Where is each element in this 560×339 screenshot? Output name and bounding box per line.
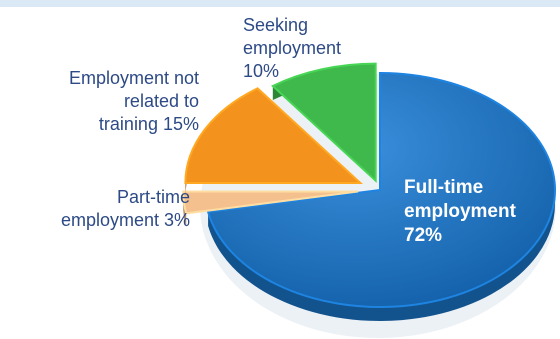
- label-line: employment: [404, 201, 516, 222]
- slice-label-full-time: Full-time employment 72%: [404, 176, 516, 248]
- slice-label-not-related: Employment not related to training 15%: [69, 67, 199, 136]
- label-line: employment: [243, 38, 342, 58]
- top-strip: [0, 0, 560, 7]
- label-line: 10%: [243, 61, 280, 81]
- slice-part-time: [182, 190, 359, 215]
- label-line: Full-time: [404, 177, 484, 198]
- slice-seeking: [271, 62, 377, 183]
- label-line: Seeking: [243, 15, 309, 35]
- slice-full-time: [206, 71, 556, 308]
- slices: [182, 62, 556, 322]
- label-line: related to: [123, 91, 199, 111]
- slice-label-seeking: Seeking employment 10%: [243, 14, 341, 83]
- slice-label-part-time: Part-time employment 3%: [61, 186, 190, 232]
- label-line: Employment not: [68, 68, 199, 88]
- label-line: employment 3%: [60, 210, 190, 230]
- label-line: 72%: [404, 225, 443, 246]
- slice-not-related: [184, 87, 363, 185]
- label-line: Part-time: [116, 187, 190, 207]
- label-line: training 15%: [98, 114, 199, 134]
